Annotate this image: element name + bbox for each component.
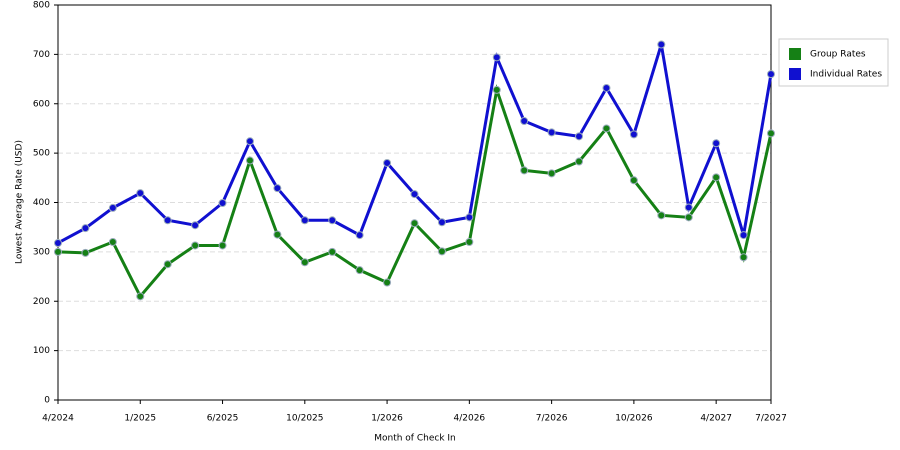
- y-tick-label: 300: [33, 247, 50, 257]
- y-tick-label: 200: [33, 297, 50, 307]
- y-axis-label: Lowest Average Rate (USD): [15, 140, 25, 264]
- data-point: [520, 166, 529, 175]
- data-point: [245, 137, 254, 146]
- data-point: [54, 247, 62, 256]
- data-point: [383, 159, 392, 167]
- data-point: [657, 211, 666, 220]
- x-axis-label: Month of Check In: [374, 434, 456, 444]
- x-tick-label: 4/2026: [454, 414, 486, 424]
- data-point: [575, 157, 584, 166]
- plot-frame: [57, 4, 772, 401]
- data-point: [273, 184, 282, 193]
- x-tick-label: 1/2025: [124, 414, 156, 424]
- data-point: [54, 238, 62, 247]
- data-point: [136, 189, 145, 198]
- data-point: [355, 266, 364, 275]
- data-point: [191, 241, 200, 250]
- data-point: [492, 85, 501, 94]
- legend-label: Individual Rates: [810, 70, 882, 80]
- data-point: [108, 203, 117, 212]
- data-point: [437, 247, 446, 256]
- data-point: [465, 213, 474, 222]
- data-point: [547, 169, 556, 178]
- data-point: [437, 218, 446, 227]
- data-point: [163, 260, 172, 269]
- data-point: [273, 230, 282, 239]
- y-tick-label: 0: [44, 396, 50, 406]
- data-point: [767, 70, 775, 79]
- legend-swatch: [789, 48, 801, 60]
- data-point: [81, 248, 90, 257]
- data-point: [81, 224, 90, 233]
- data-point: [245, 156, 254, 165]
- data-point: [712, 173, 721, 182]
- data-point: [629, 176, 638, 185]
- data-point: [328, 247, 337, 256]
- data-point: [108, 238, 117, 246]
- data-point: [191, 221, 200, 230]
- y-tick-label: 700: [33, 50, 50, 60]
- data-point: [410, 219, 419, 228]
- data-point: [520, 117, 529, 126]
- y-tick-label: 600: [33, 99, 50, 109]
- data-point: [712, 139, 721, 148]
- data-point: [684, 213, 693, 222]
- data-point: [767, 129, 775, 138]
- y-tick-label: 400: [33, 198, 50, 208]
- data-point: [629, 130, 638, 139]
- data-point: [163, 216, 172, 225]
- legend-swatch: [789, 68, 801, 80]
- data-point: [410, 190, 419, 199]
- x-tick-label: 10/2026: [615, 414, 653, 424]
- x-tick-label: 4/2027: [700, 414, 732, 424]
- data-point: [739, 253, 748, 262]
- data-point: [300, 216, 309, 225]
- x-tick-label: 10/2025: [286, 414, 323, 424]
- x-tick-label: 7/2026: [536, 414, 568, 424]
- data-point: [575, 132, 584, 141]
- y-tick-label: 100: [33, 346, 50, 356]
- data-point: [602, 124, 611, 133]
- x-tick-label: 1/2026: [371, 414, 403, 424]
- y-tick-label: 800: [33, 1, 50, 11]
- data-point: [328, 216, 337, 225]
- data-point: [739, 231, 748, 240]
- data-point: [684, 203, 693, 212]
- x-tick-label: 6/2025: [207, 414, 239, 424]
- legend-label: Group Rates: [810, 50, 866, 60]
- x-tick-label: 4/2024: [42, 414, 74, 424]
- data-point: [136, 292, 145, 301]
- data-point: [355, 231, 364, 240]
- data-point: [492, 53, 501, 62]
- data-point: [602, 83, 611, 92]
- data-point: [547, 128, 556, 137]
- data-point: [218, 198, 227, 207]
- data-point: [465, 238, 474, 246]
- data-point: [657, 40, 666, 49]
- data-point: [300, 258, 309, 267]
- x-tick-label: 7/2027: [755, 414, 787, 424]
- data-point: [218, 241, 227, 250]
- y-tick-label: 500: [33, 149, 50, 159]
- data-point: [383, 278, 392, 287]
